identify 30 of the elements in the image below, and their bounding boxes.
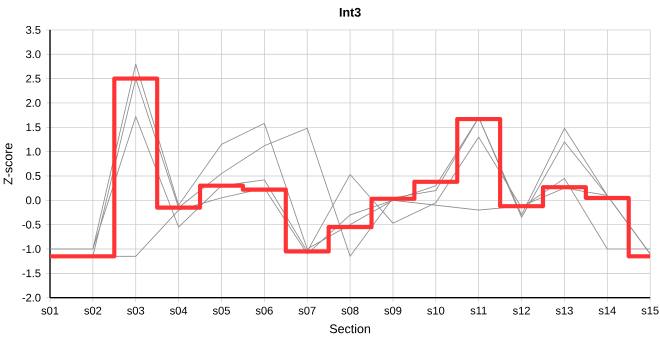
x-tick-label: s06 — [256, 306, 273, 315]
y-axis-title: Z-score — [4, 143, 12, 185]
x-axis-title: Section — [330, 324, 370, 334]
x-tick-label: s04 — [170, 306, 188, 315]
x-tick-label: s07 — [298, 306, 316, 315]
y-tick-label: 3.0 — [26, 50, 41, 58]
x-tick-label: s02 — [84, 306, 102, 315]
x-tick-label: s05 — [212, 306, 230, 315]
x-tick-label: s03 — [127, 306, 144, 315]
y-tick-label: 1.5 — [26, 124, 40, 132]
x-tick-label: s12 — [512, 306, 530, 315]
y-tick-label: 3.5 — [26, 26, 40, 34]
x-tick-label: s09 — [384, 306, 402, 315]
chart-title: Int3 — [340, 8, 361, 17]
x-tick-label: s01 — [41, 306, 58, 315]
x-tick-label: s14 — [598, 306, 616, 315]
y-tick-label: -0.5 — [22, 220, 40, 229]
y-tick-label: -1.0 — [22, 245, 41, 254]
x-tick-label: s11 — [470, 306, 487, 315]
y-tick-label: -1.5 — [22, 270, 40, 278]
y-tick-label: 0.5 — [26, 172, 40, 180]
y-tick-label: 2.5 — [26, 74, 40, 83]
x-tick-label: s13 — [556, 306, 573, 315]
y-tick-label: 2.0 — [26, 99, 41, 108]
y-tick-label: 0.0 — [26, 196, 41, 204]
x-tick-label: s08 — [341, 306, 359, 315]
y-tick-label: 1.0 — [26, 148, 41, 156]
y-tick-label: -2.0 — [22, 294, 41, 302]
x-tick-label: s15 — [642, 306, 659, 315]
x-tick-label: s10 — [427, 306, 444, 315]
